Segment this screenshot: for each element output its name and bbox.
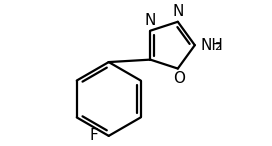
Text: N: N (172, 4, 184, 19)
Text: 2: 2 (214, 42, 221, 52)
Text: F: F (89, 128, 98, 143)
Text: N: N (145, 13, 156, 28)
Text: O: O (173, 71, 185, 86)
Text: NH: NH (200, 38, 223, 53)
